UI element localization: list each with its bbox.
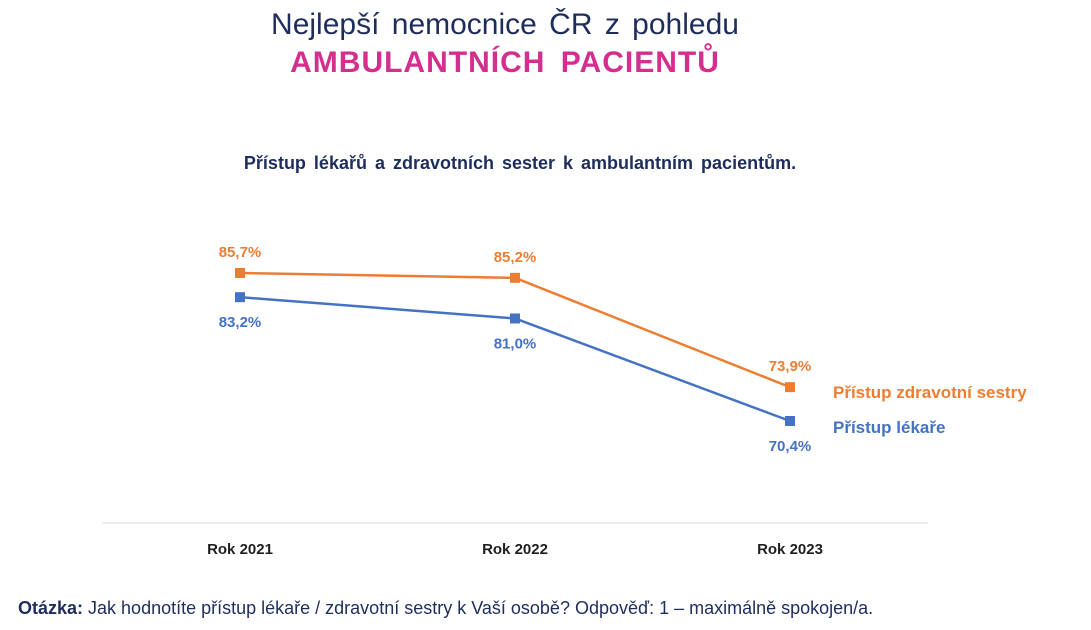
page-title: Nejlepší nemocnice ČR z pohledu [271,8,739,41]
data-point-pristup-lekare-3 [785,416,795,426]
data-point-pristup-zdravotni-sestry-3 [785,382,795,393]
x-tick-label-rok-2022: Rok 2022 [482,541,548,558]
legend-label-pristup-lekare: Přístup lékaře [833,418,945,437]
x-tick-label-rok-2023: Rok 2023 [757,541,823,558]
question-footer: Otázka: Jak hodnotíte přístup lékaře / z… [18,598,873,619]
data-label-pristup-lekare-1: 83,2% [219,314,262,331]
question-label: Otázka: [18,598,84,618]
data-point-pristup-zdravotni-sestry-2 [510,272,520,283]
data-point-pristup-zdravotni-sestry-1 [235,268,245,278]
data-label-pristup-lekare-2: 81,0% [494,335,537,352]
data-label-pristup-zdravotni-sestry-3: 73,9% [769,358,812,375]
legend-label-pristup-zdravotni-sestry: Přístup zdravotní sestry [833,383,1027,402]
data-label-pristup-zdravotni-sestry-1: 85,7% [219,244,262,261]
series-line-pristup-zdravotni-sestry [239,271,791,389]
data-point-pristup-lekare-1 [235,292,245,303]
data-point-pristup-lekare-2 [510,313,520,324]
page-subtitle-highlight: AMBULANTNÍCH PACIENTŮ [290,46,720,79]
chart-title: Přístup lékařů a zdravotních sester k am… [243,153,797,173]
x-tick-label-rok-2021: Rok 2021 [207,541,273,558]
data-label-pristup-zdravotni-sestry-2: 85,2% [494,249,537,266]
question-text: Jak hodnotíte přístup lékaře / zdravotní… [83,598,874,618]
data-label-pristup-lekare-3: 70,4% [769,438,812,455]
